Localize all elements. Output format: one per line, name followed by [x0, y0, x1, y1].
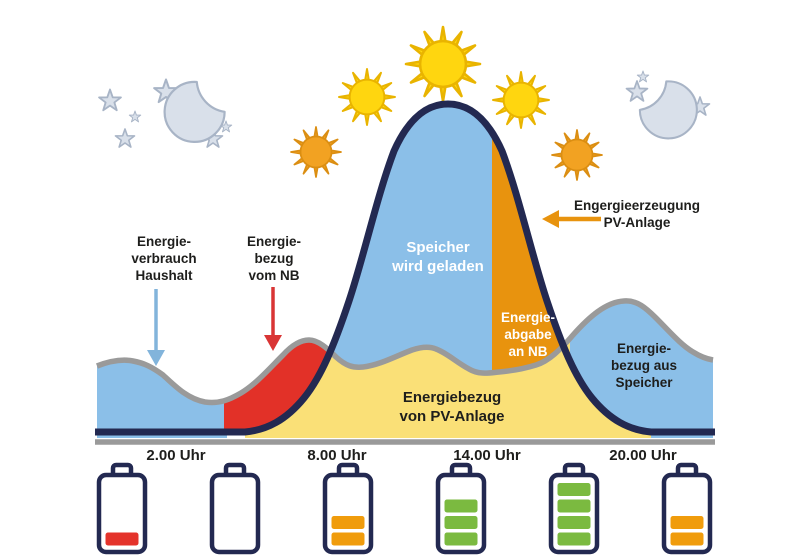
battery-charge-bar [557, 499, 591, 513]
annotation-arrows [147, 210, 601, 366]
label-line: verbrauch [131, 251, 197, 266]
grid-draw-arrow [264, 287, 282, 351]
battery-icon [661, 462, 713, 555]
label-household-consumption: Energie- verbrauch Haushalt [131, 233, 196, 284]
label-line: Energiebezug [402, 389, 502, 406]
label-line: Speicher [615, 375, 673, 390]
battery-charge-bar [444, 516, 478, 529]
battery-icon [435, 462, 487, 555]
label-line: Speicher [406, 239, 470, 256]
x-tick-2-uhr: 2.00 Uhr [146, 447, 206, 464]
pv-production-curve [95, 100, 715, 436]
label-pv-consumption: Energiebezug von PV-Anlage [399, 388, 504, 426]
label-storage-discharge: Energie- bezug aus Speicher [611, 340, 677, 391]
night-sky-right [625, 70, 711, 145]
star-icon [636, 70, 650, 83]
battery-charge-bar [444, 499, 478, 513]
night-sky-left [98, 75, 233, 149]
star-icon [114, 128, 136, 148]
star-icon [128, 110, 142, 123]
sun-icon [404, 25, 482, 103]
label-line: bezug [254, 251, 294, 266]
star-icon [625, 80, 649, 102]
pv-generation-arrow [542, 210, 601, 228]
x-tick-8-uhr: 8.00 Uhr [307, 447, 367, 464]
label-line: an NB [508, 344, 548, 359]
sun-icon [290, 126, 342, 178]
label-line: vom NB [248, 268, 300, 283]
battery-charge-bar [670, 532, 704, 546]
label-line: Energie- [616, 341, 672, 356]
battery-icon [96, 462, 148, 555]
label-line: bezug aus [610, 358, 678, 373]
label-storage-charging: Speicher wird geladen [392, 238, 484, 276]
battery-icon [322, 462, 374, 555]
label-line: PV-Anlage [603, 215, 671, 230]
sun-icon [338, 68, 396, 126]
battery-row [96, 462, 713, 555]
x-tick-14-uhr: 14.00 Uhr [453, 447, 521, 464]
sun-icon [492, 71, 550, 129]
crescent-moon-icon [634, 75, 704, 145]
battery-icon [548, 462, 600, 555]
battery-charge-bar [557, 483, 591, 496]
battery-charge-bar [557, 532, 591, 546]
label-line: Energie- [246, 234, 302, 249]
area-grid-draw [224, 340, 332, 433]
battery-charge-bar [331, 516, 365, 529]
consumption-curve [96, 298, 714, 406]
sun-icon [551, 129, 603, 181]
area-pv-consumption [330, 339, 570, 438]
battery-charge-bar [105, 532, 139, 546]
star-icon [98, 88, 122, 112]
area-pv-consumption [566, 343, 651, 438]
label-line: wird geladen [392, 258, 484, 275]
label-grid-feed: Energie- abgabe an NB [501, 309, 555, 360]
label-grid-draw: Energie- bezug vom NB [247, 233, 301, 284]
area-pv-consumption [245, 349, 345, 438]
label-line: abgabe [504, 327, 552, 342]
battery-charge-bar [557, 516, 591, 529]
label-line: von PV-Anlage [399, 408, 505, 425]
battery-charge-bar [670, 516, 704, 529]
battery-charge-bar [444, 532, 478, 546]
x-tick-20-uhr: 20.00 Uhr [609, 447, 677, 464]
label-line: Engergieerzeugung [573, 198, 701, 213]
label-line: Energie- [136, 234, 191, 249]
battery-icon [209, 462, 261, 555]
label-pv-generation: Engergieerzeugung PV-Anlage [574, 197, 700, 231]
household-consumption-arrow [147, 289, 165, 366]
label-line: Haushalt [135, 268, 193, 283]
area-household-consumption-night [97, 360, 227, 438]
battery-charge-bar [331, 532, 365, 546]
label-line: Energie- [500, 310, 556, 325]
